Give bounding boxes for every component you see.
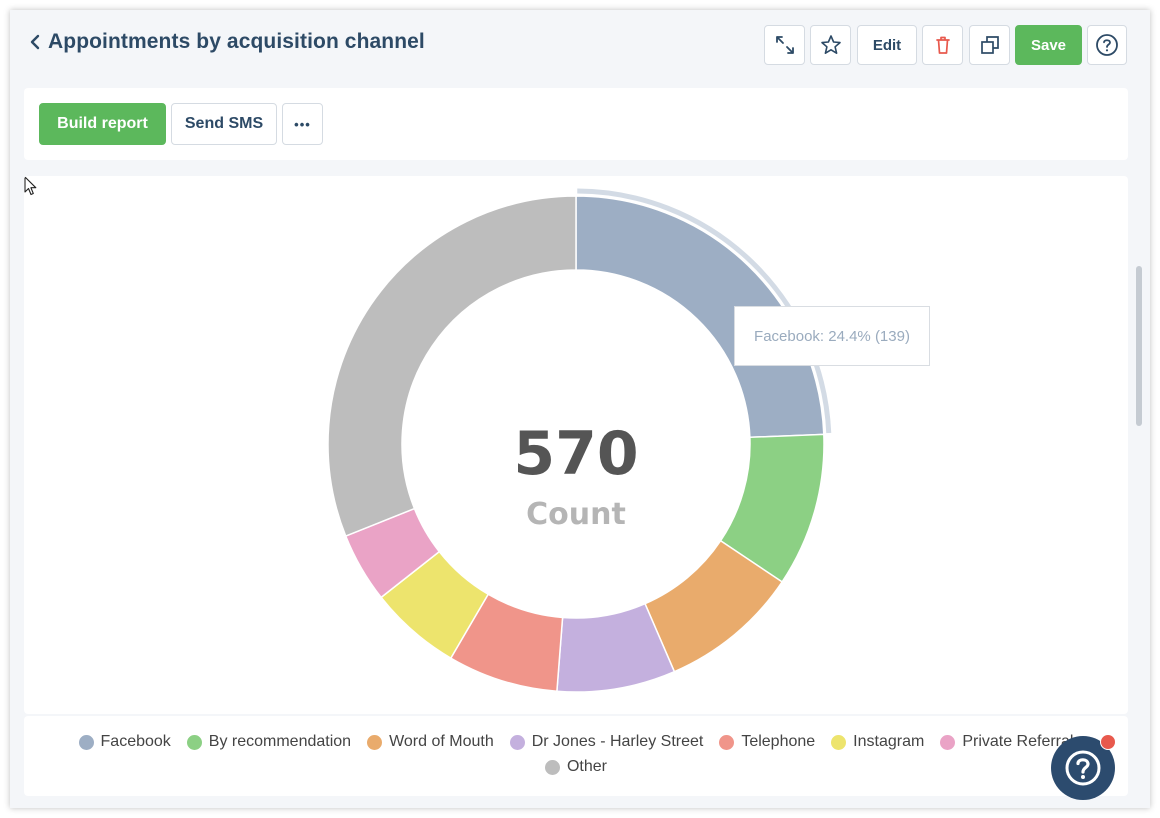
legend-item-facebook[interactable]: Facebook xyxy=(78,733,171,751)
legend-swatch xyxy=(940,734,956,750)
back-link[interactable]: Appointments by acquisition channel xyxy=(28,30,425,54)
question-circle-icon xyxy=(1096,34,1118,56)
duplicate-button[interactable] xyxy=(969,25,1010,65)
legend-row: Other xyxy=(24,758,1128,776)
send-sms-button[interactable]: Send SMS xyxy=(171,103,277,145)
chevron-left-icon xyxy=(30,34,40,50)
chart-panel: 570 Count Facebook: 24.4% (139) xyxy=(24,176,1128,714)
expand-icon xyxy=(775,36,794,54)
legend-label: Word of Mouth xyxy=(389,733,494,750)
star-icon xyxy=(820,35,841,54)
chart-legend: Facebook By recommendation Word of Mouth Dr… xyxy=(24,716,1128,796)
chart-tooltip: Facebook: 24.4% (139) xyxy=(734,306,930,366)
legend-item-other[interactable]: Other xyxy=(544,758,607,776)
legend-item-by-recommendation[interactable]: By recommendation xyxy=(186,733,352,751)
save-button[interactable]: Save xyxy=(1015,25,1082,65)
expand-button[interactable] xyxy=(764,25,805,65)
legend-swatch xyxy=(78,734,94,750)
legend-item-dr-jones-harley-street[interactable]: Dr Jones - Harley Street xyxy=(509,733,704,751)
help-button[interactable] xyxy=(1087,25,1127,65)
question-circle-icon xyxy=(1065,750,1101,786)
report-window: Appointments by acquisition channel Edit… xyxy=(10,10,1150,808)
build-report-button[interactable]: Build report xyxy=(39,103,166,145)
delete-button[interactable] xyxy=(922,25,963,65)
toolbar: Build report Send SMS ••• xyxy=(24,88,1128,160)
legend-swatch xyxy=(509,734,525,750)
donut-slice-other[interactable] xyxy=(327,195,577,538)
legend-swatch xyxy=(831,734,847,750)
legend-label: By recommendation xyxy=(208,733,352,750)
legend-swatch xyxy=(367,734,383,750)
header: Appointments by acquisition channel Edit… xyxy=(10,10,1150,82)
legend-label: Dr Jones - Harley Street xyxy=(531,733,704,750)
legend-item-telephone[interactable]: Telephone xyxy=(719,733,815,751)
page-title: Appointments by acquisition channel xyxy=(48,30,425,53)
more-options-button[interactable]: ••• xyxy=(282,103,323,145)
legend-swatch xyxy=(544,759,560,775)
legend-label: Private Referral xyxy=(962,733,1074,750)
donut-total-value: 570 xyxy=(513,419,638,489)
legend-row: Facebook By recommendation Word of Mouth Dr… xyxy=(24,733,1128,751)
donut-chart: 570 Count xyxy=(327,188,832,693)
legend-item-private-referral[interactable]: Private Referral xyxy=(940,733,1073,751)
legend-item-instagram[interactable]: Instagram xyxy=(831,733,924,751)
legend-label: Telephone xyxy=(741,733,816,750)
edit-button[interactable]: Edit xyxy=(857,25,917,65)
favorite-button[interactable] xyxy=(810,25,851,65)
legend-item-word-of-mouth[interactable]: Word of Mouth xyxy=(367,733,494,751)
copy-icon xyxy=(980,36,999,54)
slice-hover-highlight xyxy=(577,188,832,434)
scrollbar-thumb[interactable] xyxy=(1136,266,1142,426)
legend-label: Facebook xyxy=(100,733,171,750)
legend-label: Instagram xyxy=(853,733,925,750)
trash-icon xyxy=(935,36,950,54)
legend-swatch xyxy=(719,734,735,750)
legend-swatch xyxy=(186,734,202,750)
donut-total-label: Count xyxy=(526,497,626,532)
legend-label: Other xyxy=(566,758,607,775)
mouse-cursor-icon xyxy=(24,176,37,196)
notification-badge xyxy=(1100,734,1116,750)
